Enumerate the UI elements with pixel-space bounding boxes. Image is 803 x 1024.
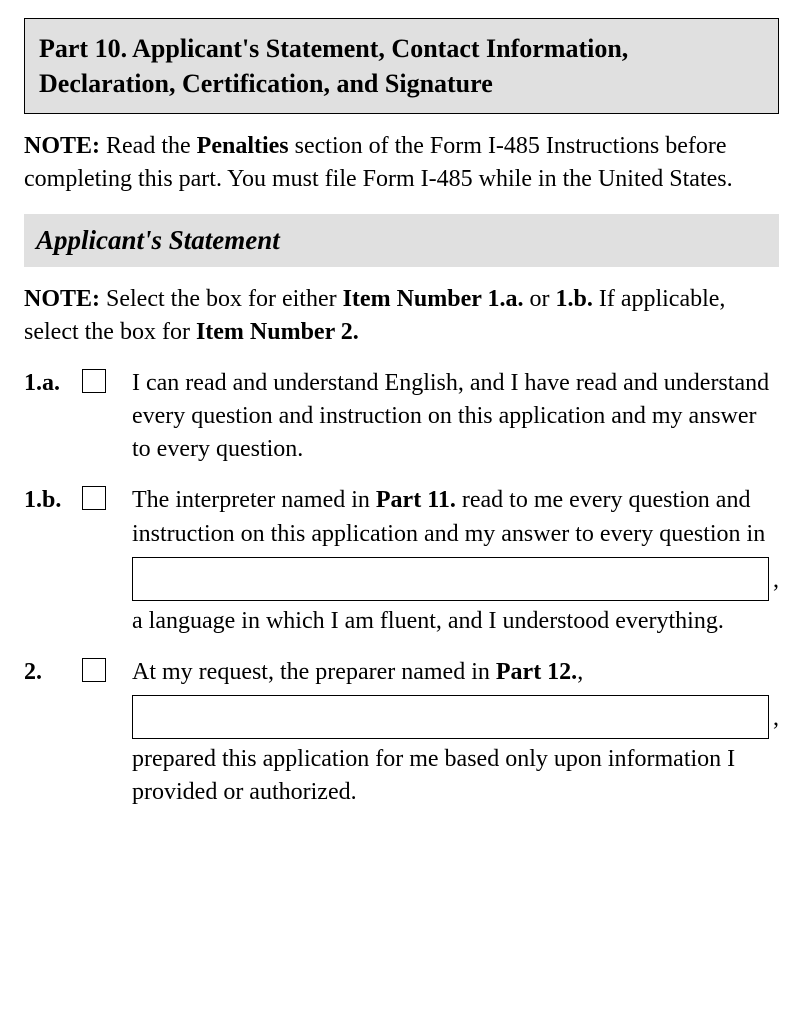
note2-bold1: Item Number 1.a. bbox=[343, 286, 524, 312]
item-2-num: 2. bbox=[24, 656, 82, 688]
item-1a-num: 1.a. bbox=[24, 367, 82, 399]
item-2-row: 2. At my request, the preparer named in … bbox=[24, 656, 779, 809]
note1-pre: Read the bbox=[106, 133, 197, 159]
item-1b-comma: , bbox=[773, 564, 779, 601]
checkbox-1b[interactable] bbox=[82, 486, 106, 510]
item-1b-row: 1.b. The interpreter named in Part 11. r… bbox=[24, 484, 779, 637]
item-2-comma1: , bbox=[577, 659, 583, 685]
item-1b-post: a language in which I am fluent, and I u… bbox=[132, 608, 724, 634]
item-2-text: At my request, the preparer named in Par… bbox=[132, 656, 779, 809]
item-2-post: prepared this application for me based o… bbox=[132, 746, 735, 805]
item-2-fill-line: , bbox=[132, 695, 779, 739]
item-1a-checkbox-col bbox=[82, 367, 132, 402]
item-1a-text: I can read and understand English, and I… bbox=[132, 367, 779, 466]
item-2-bold: Part 12. bbox=[496, 659, 577, 685]
note2-pre: Select the box for either bbox=[106, 286, 343, 312]
checkbox-1a[interactable] bbox=[82, 369, 106, 393]
preparer-input[interactable] bbox=[132, 695, 769, 739]
note-label-1: NOTE: bbox=[24, 133, 100, 159]
item-1b-text: The interpreter named in Part 11. read t… bbox=[132, 484, 779, 637]
item-1b-pre: The interpreter named in bbox=[132, 487, 376, 513]
part-header: Part 10. Applicant's Statement, Contact … bbox=[24, 18, 779, 114]
item-2-comma2: , bbox=[773, 702, 779, 739]
item-1b-checkbox-col bbox=[82, 484, 132, 519]
checkbox-2[interactable] bbox=[82, 658, 106, 682]
item-1b-fill-line: , bbox=[132, 557, 779, 601]
language-input[interactable] bbox=[132, 557, 769, 601]
item-2-checkbox-col bbox=[82, 656, 132, 691]
note2-bold3: Item Number 2. bbox=[196, 319, 359, 345]
section-applicants-statement: Applicant's Statement bbox=[24, 214, 779, 266]
note-penalties: NOTE: Read the Penalties section of the … bbox=[24, 130, 779, 196]
item-1a-row: 1.a. I can read and understand English, … bbox=[24, 367, 779, 466]
note2-bold2: 1.b. bbox=[555, 286, 592, 312]
note1-bold-penalties: Penalties bbox=[197, 133, 289, 159]
note-label-2: NOTE: bbox=[24, 286, 100, 312]
item-1b-num: 1.b. bbox=[24, 484, 82, 516]
note-select-box: NOTE: Select the box for either Item Num… bbox=[24, 283, 779, 349]
item-2-pre: At my request, the preparer named in bbox=[132, 659, 496, 685]
note2-mid1: or bbox=[523, 286, 555, 312]
item-1b-bold: Part 11. bbox=[376, 487, 456, 513]
